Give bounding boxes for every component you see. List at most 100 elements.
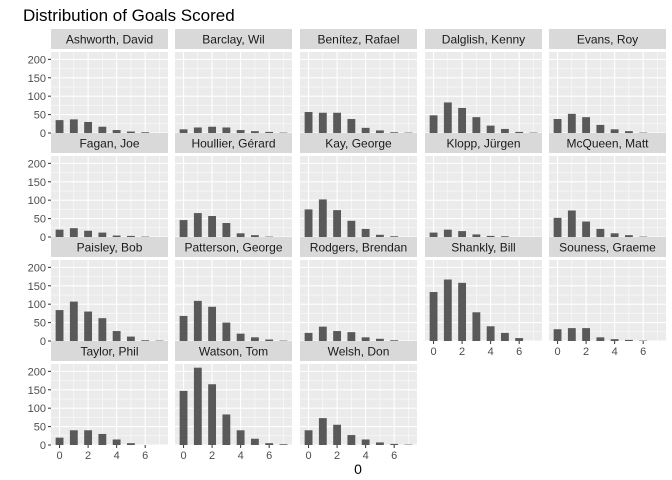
facet-strip-label: Welsh, Don xyxy=(328,345,390,359)
bar xyxy=(500,128,509,133)
facet-plot-background xyxy=(175,52,292,133)
bar xyxy=(582,221,591,237)
bar xyxy=(126,131,135,133)
bar xyxy=(390,340,399,341)
facet-plot-background xyxy=(549,260,666,341)
bar xyxy=(141,132,150,133)
bar xyxy=(84,430,93,445)
x-tick-label: 2 xyxy=(583,346,589,358)
bar xyxy=(304,112,313,133)
facet-strip xyxy=(549,133,666,153)
bar xyxy=(500,236,509,237)
bar xyxy=(429,115,438,133)
bar xyxy=(179,220,188,237)
bar xyxy=(515,131,524,133)
bar xyxy=(265,443,274,445)
facet-panel: Shankly, Bill 0 2 4 6 xyxy=(425,237,542,358)
facet-strip xyxy=(51,29,168,49)
bar xyxy=(333,331,342,341)
facet-plot-background xyxy=(175,364,292,445)
facet-strip xyxy=(300,237,417,257)
x-tick-label: 0 xyxy=(305,450,311,462)
facet-strip xyxy=(425,29,542,49)
x-tick-label: 4 xyxy=(238,450,244,462)
bar xyxy=(361,337,370,341)
y-tick-label: 50 xyxy=(34,422,46,434)
bar xyxy=(126,235,135,237)
bar xyxy=(333,210,342,237)
facet-strip xyxy=(549,237,666,257)
bar xyxy=(98,126,107,133)
bar xyxy=(304,332,313,341)
bar xyxy=(596,337,605,341)
y-tick-label: 200 xyxy=(28,158,46,170)
bar xyxy=(193,127,202,133)
bar xyxy=(472,312,481,341)
bar xyxy=(126,336,135,341)
facet-strip-label: Rodgers, Brendan xyxy=(310,241,407,255)
facet-plot-background xyxy=(300,52,417,133)
y-tick-label: 100 xyxy=(28,299,46,311)
bar xyxy=(112,331,121,341)
chart-title: Distribution of Goals Scored xyxy=(23,6,235,25)
bar xyxy=(347,220,356,237)
bar xyxy=(361,127,370,133)
facet-panel: Klopp, Jürgen xyxy=(425,133,542,238)
facet-strip-label: Evans, Roy xyxy=(577,33,638,47)
bar xyxy=(429,232,438,237)
bar xyxy=(347,119,356,133)
bar xyxy=(610,129,619,133)
x-tick-label: 2 xyxy=(209,450,215,462)
facet-plot-background xyxy=(549,52,666,133)
x-tick-label: 6 xyxy=(640,346,646,358)
bar xyxy=(236,130,245,133)
facet-plot-background xyxy=(51,156,168,237)
bar xyxy=(179,315,188,341)
bar xyxy=(582,328,591,341)
bar xyxy=(347,435,356,445)
bar xyxy=(69,119,78,133)
bar xyxy=(55,229,64,237)
bar xyxy=(112,439,121,445)
x-tick-label: 2 xyxy=(459,346,465,358)
bar xyxy=(208,126,217,133)
bar xyxy=(375,234,384,237)
bar xyxy=(375,338,384,341)
bar xyxy=(222,322,231,341)
bar xyxy=(304,430,313,445)
x-tick-label: 4 xyxy=(612,346,618,358)
x-tick-label: 6 xyxy=(142,450,148,462)
bar xyxy=(553,119,562,133)
facet-plot-background xyxy=(51,52,168,133)
facet-panel: Welsh, Don 0 2 4 6 xyxy=(300,341,417,462)
bar xyxy=(179,390,188,445)
bar xyxy=(610,233,619,237)
bar xyxy=(375,130,384,133)
bar xyxy=(236,333,245,341)
facet-plot-background xyxy=(425,156,542,237)
bar xyxy=(84,230,93,237)
bar xyxy=(222,127,231,133)
facet-strip xyxy=(175,133,292,153)
facet-plot-background xyxy=(175,260,292,341)
bar xyxy=(486,125,495,133)
bar xyxy=(126,443,135,445)
bar xyxy=(318,199,327,237)
facet-strip-label: McQueen, Matt xyxy=(566,137,649,151)
bar xyxy=(250,131,259,133)
y-tick-label: 200 xyxy=(28,262,46,274)
bar xyxy=(55,120,64,133)
y-tick-label: 150 xyxy=(28,177,46,189)
bar xyxy=(84,311,93,341)
x-axis-title: 0 xyxy=(354,461,362,477)
bar xyxy=(55,310,64,341)
facet-plot-background xyxy=(300,260,417,341)
facet-strip xyxy=(425,237,542,257)
facet-panel: Evans, Roy xyxy=(549,29,666,134)
x-tick-label: 6 xyxy=(391,450,397,462)
facet-strip xyxy=(175,29,292,49)
facet-strip-label: Patterson, George xyxy=(184,241,282,255)
x-tick-label: 0 xyxy=(180,450,186,462)
bar xyxy=(250,235,259,237)
